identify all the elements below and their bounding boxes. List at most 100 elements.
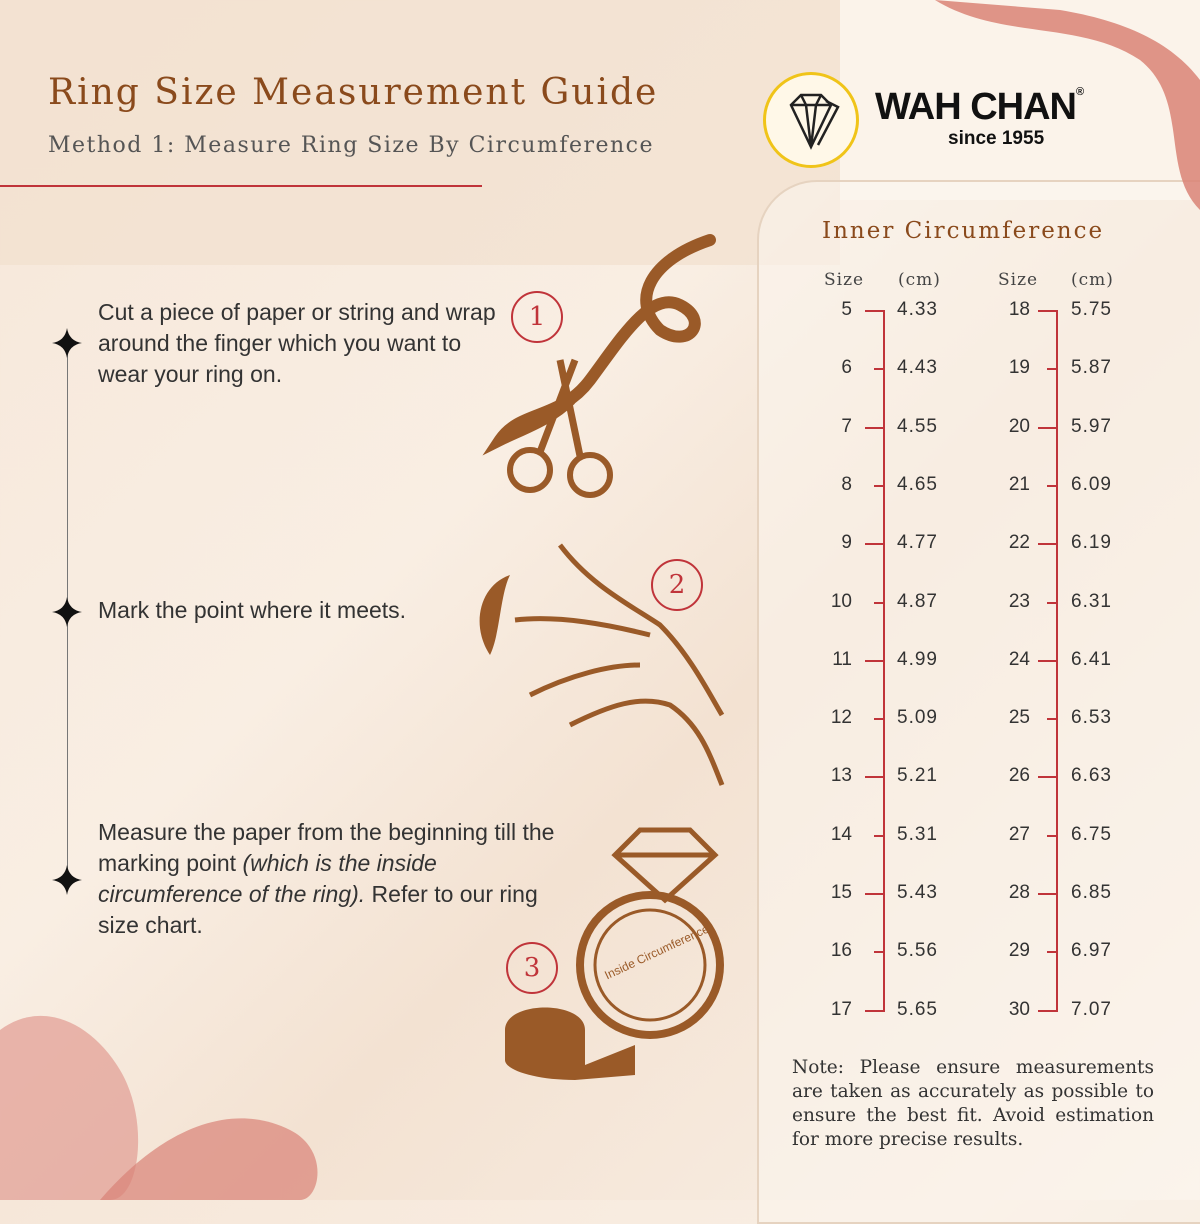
- chart-tick: [874, 951, 883, 954]
- ring-size: 15: [830, 882, 852, 903]
- brand-logo: [763, 72, 859, 168]
- chart-tick: [865, 893, 883, 895]
- chart-tick: [865, 426, 883, 429]
- chart-tick: [865, 1009, 883, 1012]
- sparkle-icon: [52, 597, 82, 627]
- circumference-cm: 4.43: [897, 357, 938, 379]
- ring-size: 30: [1008, 998, 1030, 1020]
- brand-tagline: since 1955: [948, 128, 1045, 149]
- ring-size: 19: [1008, 357, 1030, 379]
- brand-name-text: WAH CHAN: [875, 86, 1077, 128]
- chart-tick: [1038, 1009, 1056, 1012]
- circumference-cm: 4.65: [897, 473, 938, 495]
- ring-size: 25: [1008, 707, 1030, 729]
- cm-header: (cm): [1071, 270, 1114, 290]
- circumference-cm: 7.07: [1071, 998, 1112, 1020]
- size-chart-panel: [757, 180, 1200, 1224]
- chart-tick: [1038, 543, 1056, 546]
- step-1-number: 1: [511, 291, 563, 343]
- circumference-cm: 6.53: [1071, 707, 1112, 729]
- diamond-icon: [789, 93, 840, 150]
- ring-size: 27: [1008, 823, 1030, 845]
- chart-tick: [874, 484, 883, 487]
- ring-size: 8: [841, 473, 852, 495]
- circumference-cm: 5.09: [897, 707, 938, 729]
- chart-tick: [1038, 659, 1056, 662]
- chart-scale-line: [1056, 310, 1058, 1012]
- circumference-cm: 5.87: [1071, 357, 1112, 379]
- chart-tick: [1047, 834, 1056, 837]
- circumference-cm: 5.21: [897, 765, 938, 787]
- chart-tick: [874, 368, 883, 371]
- scissors-ribbon-icon: [482, 234, 716, 498]
- ring-size: 21: [1008, 473, 1030, 495]
- step-3-text: Measure the paper from the beginning til…: [98, 817, 568, 941]
- ring-size: 16: [830, 940, 852, 962]
- chart-tick: [1038, 426, 1056, 429]
- ring-size: 13: [830, 765, 852, 787]
- circumference-cm: 5.65: [897, 998, 938, 1020]
- circumference-cm: 4.55: [897, 415, 938, 437]
- chart-tick: [1047, 368, 1056, 371]
- chart-tick: [865, 659, 883, 662]
- ring-size: 26: [1008, 765, 1030, 787]
- ring-size: 24: [1008, 648, 1030, 670]
- circumference-cm: 6.09: [1071, 473, 1112, 495]
- circumference-cm: 5.56: [897, 940, 938, 962]
- circumference-cm: 6.19: [1071, 532, 1112, 554]
- circumference-cm: 4.33: [897, 299, 938, 320]
- chart-title: Inner Circumference: [822, 218, 1105, 244]
- step-2-number: 2: [651, 559, 703, 611]
- step-3-text-end: Refer to our ring size chart.: [98, 881, 538, 938]
- chart-tick: [874, 718, 883, 721]
- header-divider: [0, 185, 482, 187]
- ring-size: 23: [1008, 590, 1030, 612]
- chart-tick: [865, 310, 883, 312]
- ring-size: 10: [830, 590, 852, 612]
- ring-size: 11: [832, 648, 852, 670]
- ring-size: 29: [1008, 940, 1030, 962]
- chart-tick: [874, 834, 883, 837]
- step-3-text-main: Measure the paper from the beginning til…: [98, 819, 555, 876]
- circumference-cm: 6.97: [1071, 940, 1112, 962]
- page-subtitle: Method 1: Measure Ring Size By Circumfer…: [48, 133, 655, 158]
- step-1-text: Cut a piece of paper or string and wrap …: [98, 299, 496, 387]
- circumference-cm: 6.75: [1071, 823, 1112, 845]
- note-text: Note: Please ensure measurements are tak…: [792, 1057, 1154, 1150]
- circumference-cm: 6.63: [1071, 765, 1112, 787]
- chart-tick: [1038, 776, 1056, 779]
- step-3-number: 3: [506, 942, 558, 994]
- chart-tick: [1038, 893, 1056, 895]
- ring-size: 7: [841, 415, 852, 437]
- circumference-cm: 4.87: [897, 590, 938, 612]
- chart-scale-line: [883, 310, 885, 1012]
- ring-tape-measure-icon: [505, 827, 724, 1080]
- ring-size: 22: [1008, 532, 1030, 554]
- header-band: [0, 0, 840, 265]
- step-3-text-italic: (which is the inside circumference of th…: [98, 850, 437, 907]
- circumference-cm: 6.31: [1071, 590, 1112, 612]
- page-title: Ring Size Measurement Guide: [48, 72, 659, 113]
- size-header: Size: [824, 270, 865, 290]
- chart-tick: [865, 776, 883, 779]
- circumference-cm: 6.41: [1071, 648, 1112, 670]
- circumference-cm: 5.97: [1071, 415, 1112, 437]
- chart-tick: [1047, 601, 1056, 604]
- ring-size: 28: [1008, 882, 1030, 903]
- registered-mark: ®: [1075, 86, 1084, 98]
- chart-tick: [865, 543, 883, 546]
- chart-tick: [1038, 310, 1056, 312]
- chart-tick: [1047, 718, 1056, 721]
- ring-size: 12: [830, 707, 852, 729]
- cm-header: (cm): [898, 270, 941, 290]
- chart-tick: [874, 601, 883, 604]
- sparkle-icon: [52, 865, 82, 895]
- ring-size: 14: [830, 823, 852, 845]
- ring-size: 9: [841, 532, 852, 554]
- ring-size: 6: [841, 357, 852, 379]
- ring-size: 5: [841, 299, 852, 320]
- chart-tick: [1047, 951, 1056, 954]
- sparkle-icon: [52, 328, 82, 358]
- hand-ribbon-icon: [479, 543, 725, 786]
